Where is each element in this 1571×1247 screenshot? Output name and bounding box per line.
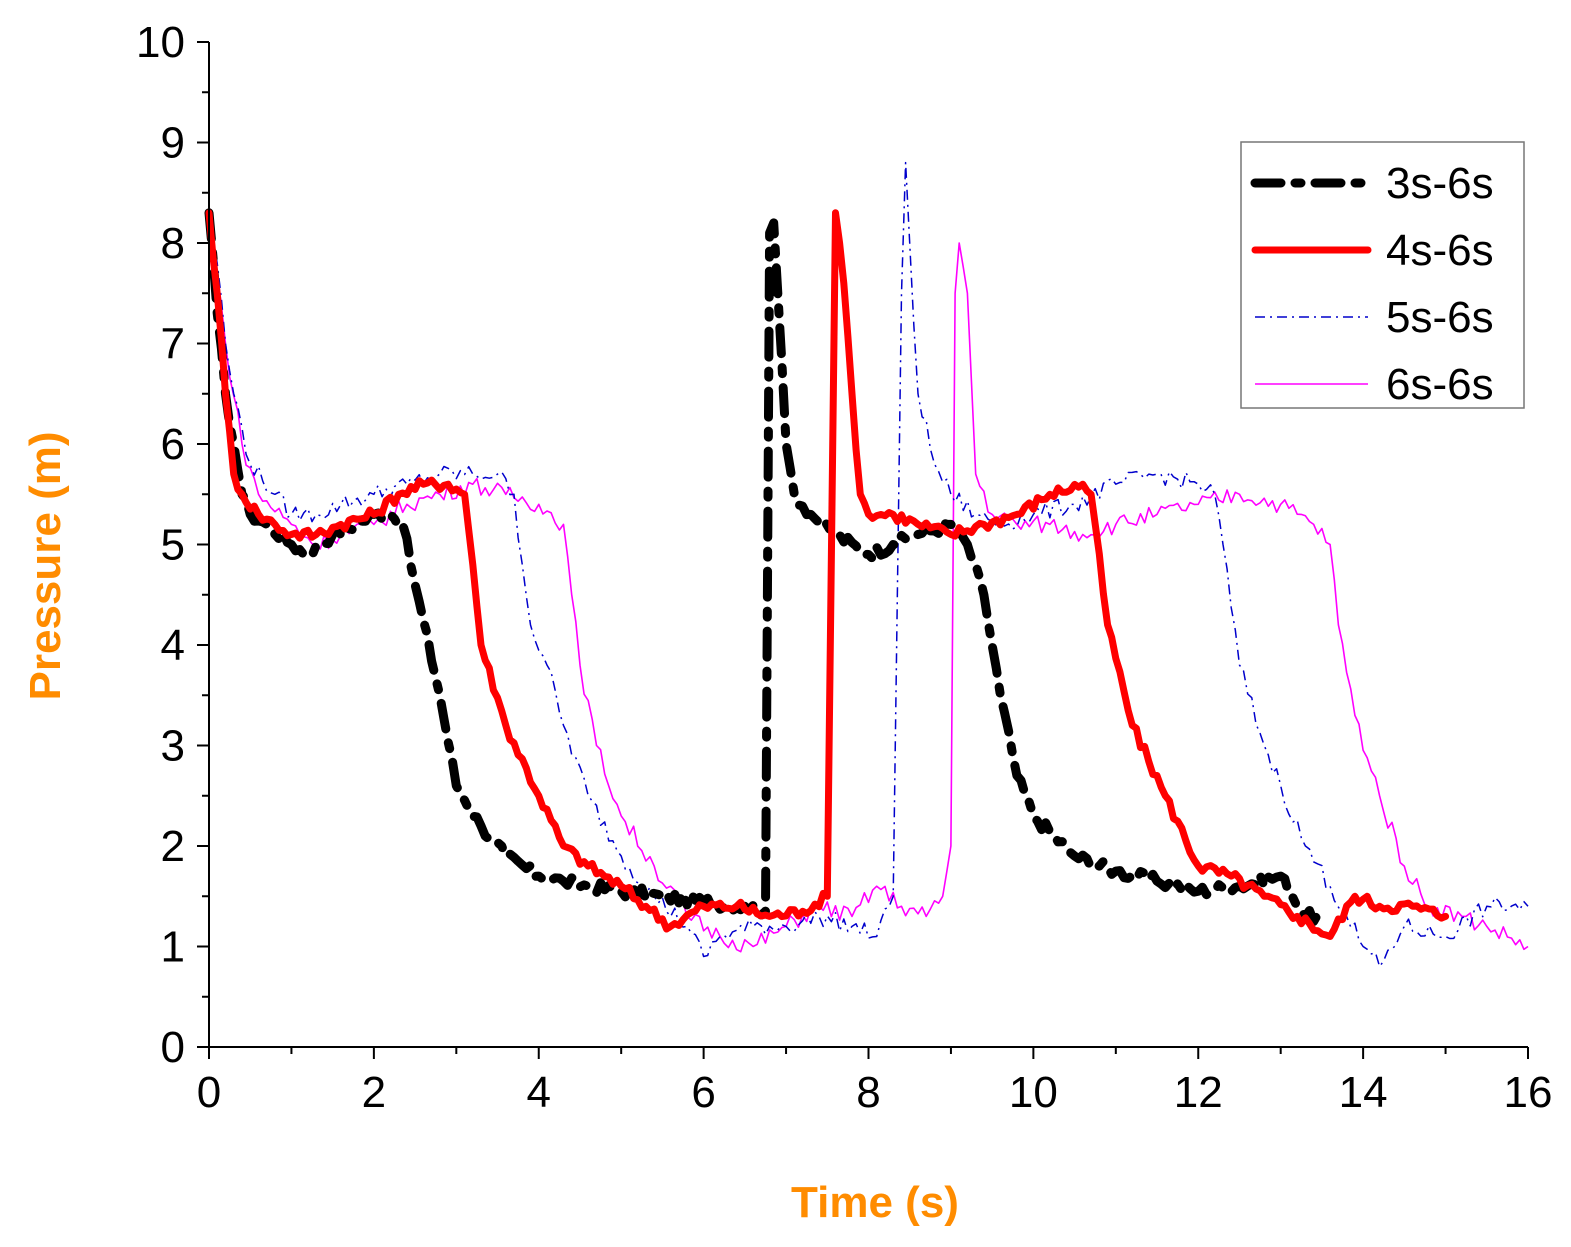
x-tick-label: 12 bbox=[1174, 1068, 1223, 1117]
y-tick-label: 1 bbox=[161, 923, 185, 972]
y-tick-label: 3 bbox=[161, 722, 185, 771]
x-tick-label: 10 bbox=[1009, 1068, 1058, 1117]
x-tick-label: 16 bbox=[1504, 1068, 1553, 1117]
series-line-4s-6s bbox=[205, 209, 1450, 940]
legend-label-5s-6s: 5s-6s bbox=[1386, 293, 1494, 342]
series-line-3s-6s bbox=[204, 208, 1327, 926]
y-tick-label: 0 bbox=[161, 1023, 185, 1072]
x-tick-label: 8 bbox=[856, 1068, 880, 1117]
series-layer bbox=[204, 161, 1529, 968]
y-tick-label: 4 bbox=[161, 621, 185, 670]
y-tick-label: 6 bbox=[161, 420, 185, 469]
x-tick-label: 6 bbox=[691, 1068, 715, 1117]
y-tick-label: 5 bbox=[161, 521, 185, 570]
x-axis-title: Time (s) bbox=[791, 1178, 959, 1227]
legend-box bbox=[1240, 141, 1525, 409]
series-line-6s-6s bbox=[208, 212, 1529, 953]
y-tick-label: 8 bbox=[161, 219, 185, 268]
legend-label-4s-6s: 4s-6s bbox=[1386, 226, 1494, 275]
axis-ticks bbox=[197, 41, 1529, 1059]
y-tick-label: 2 bbox=[161, 822, 185, 871]
legend-label-6s-6s: 6s-6s bbox=[1386, 360, 1494, 409]
x-tick-label: 4 bbox=[527, 1068, 551, 1117]
y-tick-label: 9 bbox=[161, 119, 185, 168]
x-tick-label: 2 bbox=[362, 1068, 386, 1117]
y-tick-label: 10 bbox=[136, 18, 185, 67]
y-tick-label: 7 bbox=[161, 320, 185, 369]
y-axis-title: Pressure (m) bbox=[21, 431, 70, 700]
series-line-5s-6s bbox=[208, 161, 1529, 968]
legend: 3s-6s 4s-6s 5s-6s 6s-6s bbox=[1240, 141, 1525, 409]
x-tick-label: 0 bbox=[197, 1068, 221, 1117]
x-tick-label: 14 bbox=[1339, 1068, 1388, 1117]
legend-label-3s-6s: 3s-6s bbox=[1386, 159, 1494, 208]
